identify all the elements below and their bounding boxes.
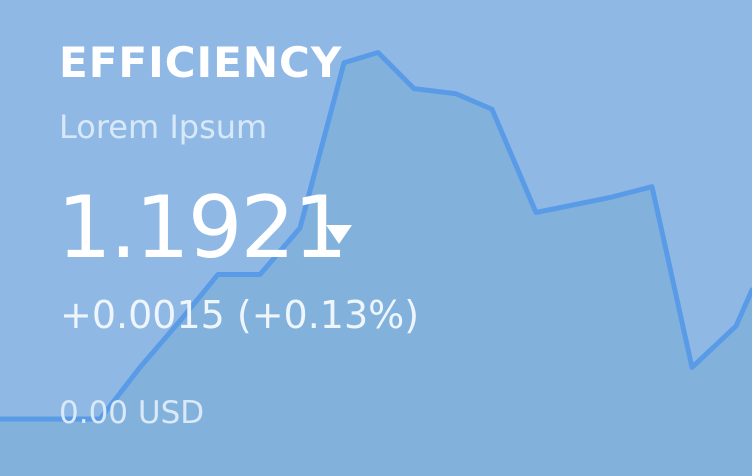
volume-value: 0.00 USD: [59, 395, 205, 431]
chart-series-line: [0, 49, 752, 422]
price-change: +0.0015 (+0.13%): [60, 293, 420, 337]
widget-subtitle: Lorem Ipsum: [59, 108, 268, 146]
widget-title: EFFICIENCY: [59, 38, 343, 87]
down-triangle-icon: [326, 225, 352, 244]
price-value: 1.1921: [57, 178, 348, 278]
chart-area-fill: [0, 52, 752, 476]
